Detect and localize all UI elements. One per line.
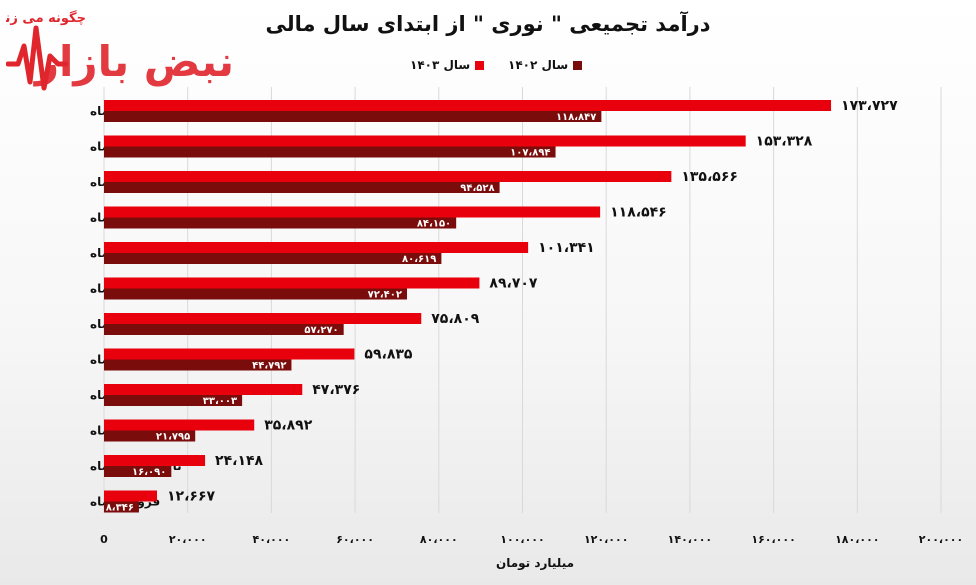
bar-1402 bbox=[104, 324, 344, 335]
bar-1402 bbox=[104, 501, 139, 513]
x-tick-label: 0 bbox=[100, 533, 108, 546]
bar-1403 bbox=[104, 455, 206, 466]
data-label-1402: ۱۰۷،۸۹۴ bbox=[510, 148, 550, 159]
data-label-1403: ۱۵۳،۳۲۸ bbox=[756, 134, 813, 150]
data-label-1403: ۱۰۱،۳۴۱ bbox=[538, 240, 595, 256]
x-tick-label: ۴۰،۰۰۰ bbox=[253, 533, 291, 546]
data-label-1402: ۱۱۸،۸۴۷ bbox=[556, 112, 596, 123]
bar-1403 bbox=[104, 419, 255, 431]
watermark-tagline: چگونه می زند bbox=[6, 10, 86, 26]
data-label-1403: ۱۳۵،۵۶۶ bbox=[681, 169, 738, 185]
bar-1402 bbox=[104, 182, 500, 193]
bar-1402 bbox=[104, 253, 442, 264]
data-label-1402: ۱۶،۰۹۰ bbox=[132, 467, 166, 478]
x-tick-label: ۸۰،۰۰۰ bbox=[420, 533, 458, 546]
data-label-1402: ۹۴،۵۲۸ bbox=[460, 183, 494, 194]
x-tick-label: ۱۰۰،۰۰۰ bbox=[500, 533, 544, 546]
x-tick-label: ۱۴۰،۰۰۰ bbox=[668, 533, 712, 546]
bar-1403 bbox=[104, 277, 480, 289]
data-label-1403: ۱۱۸،۵۴۶ bbox=[610, 205, 667, 221]
data-label-1402: ۳۳،۰۰۳ bbox=[203, 396, 237, 407]
legend-label-1403: سال ۱۴۰۳ bbox=[410, 58, 471, 72]
x-tick-label: ۶۰،۰۰۰ bbox=[336, 533, 374, 546]
bar-1403 bbox=[104, 206, 601, 218]
data-label-1403: ۷۵،۸۰۹ bbox=[431, 311, 479, 327]
data-label-1403: ۱۷۳،۷۲۷ bbox=[841, 98, 898, 114]
bar-1403 bbox=[104, 313, 422, 324]
bar-1402 bbox=[104, 430, 196, 442]
legend-swatch-1402 bbox=[573, 61, 583, 70]
data-label-1402: ۸۴،۱۵۰ bbox=[417, 219, 451, 230]
data-label-1403: ۳۵،۸۹۲ bbox=[264, 418, 312, 434]
data-label-1403: ۸۹،۷۰۷ bbox=[489, 276, 537, 292]
chart-title: درآمد تجمیعی " نوری " از ابتدای سال مالی bbox=[265, 12, 711, 36]
bar-1403 bbox=[104, 242, 529, 253]
x-tick-label: ۱۸۰،۰۰۰ bbox=[835, 533, 879, 546]
bar-1402 bbox=[104, 395, 243, 406]
data-label-1402: ۵۷،۲۷۰ bbox=[304, 325, 338, 336]
brand-logo: چگونه می زند نبض بازار bbox=[6, 10, 234, 91]
data-label-1402: ۴۴،۷۹۲ bbox=[252, 361, 286, 372]
x-tick-label: ۲۰۰،۰۰۰ bbox=[919, 533, 963, 546]
watermark-brand: نبض بازار bbox=[33, 37, 234, 87]
bar-1403 bbox=[104, 348, 355, 360]
legend-item-1403: سال ۱۴۰۳ bbox=[410, 58, 485, 72]
bar-1402 bbox=[104, 217, 457, 229]
data-label-1403: ۵۹،۸۳۵ bbox=[364, 347, 412, 363]
bar-1403 bbox=[104, 171, 672, 182]
x-tick-label: ۱۲۰،۰۰۰ bbox=[584, 533, 628, 546]
x-tick-label: ۱۶۰،۰۰۰ bbox=[751, 533, 795, 546]
bar-1402 bbox=[104, 111, 602, 122]
data-label-1403: ۲۴،۱۴۸ bbox=[215, 453, 263, 469]
legend-label-1402: سال ۱۴۰۲ bbox=[508, 58, 569, 72]
pulse-icon bbox=[6, 25, 69, 91]
data-label-1402: ۸۰،۶۱۹ bbox=[402, 254, 436, 265]
data-label-1402: ۷۲،۴۰۲ bbox=[368, 290, 402, 301]
bar-1403 bbox=[104, 135, 746, 147]
bar-1402 bbox=[104, 146, 556, 158]
bar-1403 bbox=[104, 100, 832, 111]
data-label-1403: ۱۲،۶۶۷ bbox=[167, 489, 215, 505]
bar-1403 bbox=[104, 384, 303, 395]
bar-1402 bbox=[104, 466, 172, 477]
x-axis-label: میلیارد تومان bbox=[495, 556, 575, 570]
bar-1403 bbox=[104, 490, 158, 502]
legend-swatch-1403 bbox=[475, 61, 485, 70]
x-tick-label: ۲۰،۰۰۰ bbox=[169, 533, 207, 546]
bar-1402 bbox=[104, 288, 408, 300]
data-label-1402: ۲۱،۷۹۵ bbox=[156, 432, 190, 443]
data-label-1402: ۸،۳۴۶ bbox=[106, 503, 134, 514]
data-label-1403: ۴۷،۳۷۶ bbox=[312, 382, 360, 398]
legend-item-1402: سال ۱۴۰۲ bbox=[508, 58, 583, 72]
bar-1402 bbox=[104, 359, 292, 371]
